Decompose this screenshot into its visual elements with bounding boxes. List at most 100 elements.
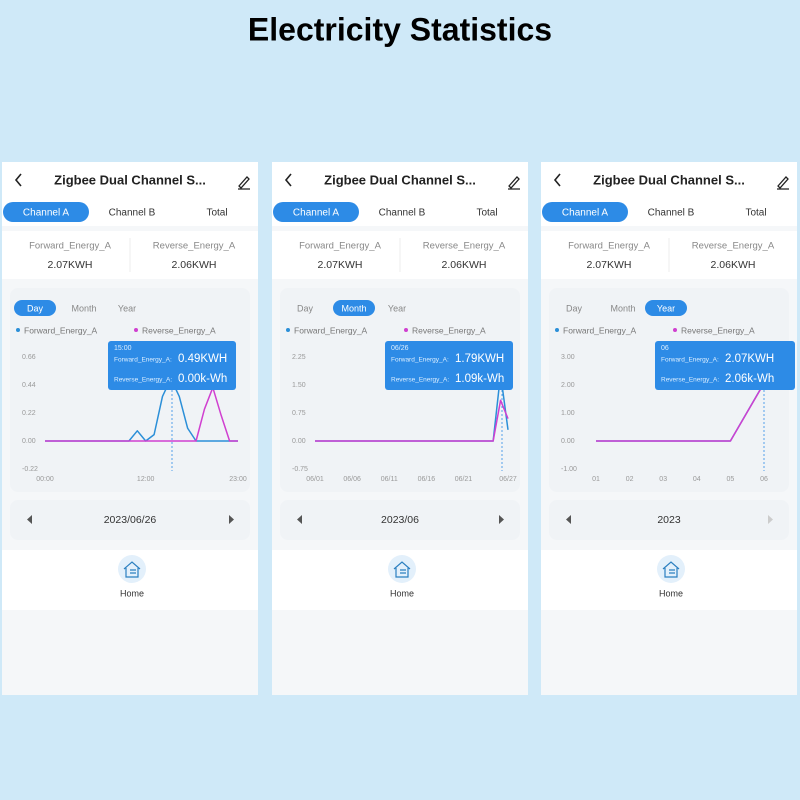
series-line [315, 399, 509, 442]
date-label: 2023/06 [381, 514, 419, 526]
stat-label: Reverse_Energy_A [692, 241, 775, 252]
stat-value: 2.07KWH [587, 259, 632, 271]
period-option[interactable]: Year [388, 303, 406, 313]
back-button[interactable] [14, 173, 22, 187]
tooltip [655, 341, 795, 390]
home-icon [662, 561, 680, 578]
stat-value: 2.06KWH [172, 259, 217, 271]
x-tick-label: 06/06 [343, 476, 361, 483]
prev-button[interactable] [297, 515, 302, 524]
x-tick-label: 06/01 [306, 476, 324, 483]
tab[interactable]: Channel B [648, 208, 695, 219]
series-line [596, 382, 765, 442]
next-button[interactable] [768, 515, 773, 524]
stat-value: 2.07KWH [48, 259, 93, 271]
date-card [10, 500, 250, 540]
x-tick-label: 01 [592, 476, 600, 483]
period-option[interactable]: Month [71, 303, 96, 313]
tab[interactable]: Total [745, 208, 766, 219]
x-tick-label: 03 [659, 476, 667, 483]
stat-label: Forward_Energy_A [299, 241, 382, 252]
y-tick-label: 0.75 [292, 410, 306, 417]
tooltip-label: Reverse_Energy_A: [391, 377, 449, 384]
y-tick-label: 0.00 [292, 438, 306, 445]
y-tick-label: -0.22 [22, 466, 38, 473]
edit-button[interactable] [777, 176, 789, 190]
device-title: Zigbee Dual Channel S... [593, 172, 745, 187]
tooltip-value: 2.06k-Wh [725, 373, 774, 385]
nav-label[interactable]: Home [390, 588, 414, 598]
legend-marker [673, 328, 677, 332]
tooltip [385, 341, 513, 390]
x-tick-label: 02 [626, 476, 634, 483]
nav-label[interactable]: Home [120, 588, 144, 598]
home-icon-bg [118, 555, 146, 583]
legend-label: Forward_Energy_A [563, 325, 637, 335]
tab-active-bg [273, 202, 359, 222]
tab[interactable]: Total [476, 208, 497, 219]
next-button[interactable] [499, 515, 504, 524]
period-option[interactable]: Day [27, 303, 44, 313]
legend-marker [286, 328, 290, 332]
tooltip-value: 0.00k-Wh [178, 373, 227, 385]
y-tick-label: 0.00 [561, 438, 575, 445]
x-tick-label: 05 [727, 476, 735, 483]
legend-label: Forward_Energy_A [24, 325, 98, 335]
y-tick-label: -0.75 [292, 466, 308, 473]
nav-label[interactable]: Home [659, 588, 683, 598]
edit-button[interactable] [238, 176, 250, 190]
date-card [280, 500, 520, 540]
x-tick-label: 23:00 [229, 476, 247, 483]
y-tick-label: 1.50 [292, 382, 306, 389]
prev-button[interactable] [566, 515, 571, 524]
series-line [45, 386, 238, 442]
tab[interactable]: Channel B [379, 208, 426, 219]
tab[interactable]: Total [206, 208, 227, 219]
period-option[interactable]: Month [610, 303, 635, 313]
tab[interactable]: Channel B [109, 208, 156, 219]
edit-button[interactable] [508, 176, 520, 190]
stat-label: Forward_Energy_A [29, 241, 112, 252]
period-option[interactable]: Day [566, 303, 583, 313]
period-option[interactable]: Year [118, 303, 136, 313]
y-tick-label: 2.25 [292, 354, 306, 361]
prev-button[interactable] [27, 515, 32, 524]
x-tick-label: 06/27 [499, 476, 517, 483]
legend-label: Reverse_Energy_A [681, 325, 755, 335]
date-label: 2023/06/26 [104, 514, 157, 526]
page-title: Electricity Statistics [248, 11, 552, 47]
y-tick-label: 0.22 [22, 410, 36, 417]
stat-label: Reverse_Energy_A [423, 241, 506, 252]
back-button[interactable] [553, 173, 561, 187]
tooltip-label: Forward_Energy_A: [661, 357, 719, 364]
tab[interactable]: Channel A [562, 208, 608, 219]
stat-value: 2.07KWH [318, 259, 363, 271]
period-option[interactable]: Day [297, 303, 314, 313]
tooltip [108, 341, 236, 390]
back-button[interactable] [284, 173, 292, 187]
period-active-bg [645, 300, 687, 316]
period-option[interactable]: Month [341, 303, 366, 313]
stat-value: 2.06KWH [442, 259, 487, 271]
legend-label: Forward_Energy_A [294, 325, 368, 335]
tooltip-title: 15:00 [114, 345, 132, 352]
next-button[interactable] [229, 515, 234, 524]
tab[interactable]: Channel A [293, 208, 339, 219]
legend-label: Reverse_Energy_A [142, 325, 216, 335]
device-title: Zigbee Dual Channel S... [54, 172, 206, 187]
period-option[interactable]: Year [657, 303, 675, 313]
y-tick-label: 1.00 [561, 410, 575, 417]
tooltip-label: Reverse_Energy_A: [114, 377, 172, 384]
tooltip-value: 2.07KWH [725, 353, 774, 365]
legend-marker [16, 328, 20, 332]
tooltip-label: Forward_Energy_A: [391, 357, 449, 364]
x-tick-label: 04 [693, 476, 701, 483]
tooltip-label: Reverse_Energy_A: [661, 377, 719, 384]
home-icon [123, 561, 141, 578]
date-label: 2023 [657, 514, 681, 526]
y-tick-label: 0.66 [22, 354, 36, 361]
legend-marker [134, 328, 138, 332]
tab[interactable]: Channel A [23, 208, 69, 219]
